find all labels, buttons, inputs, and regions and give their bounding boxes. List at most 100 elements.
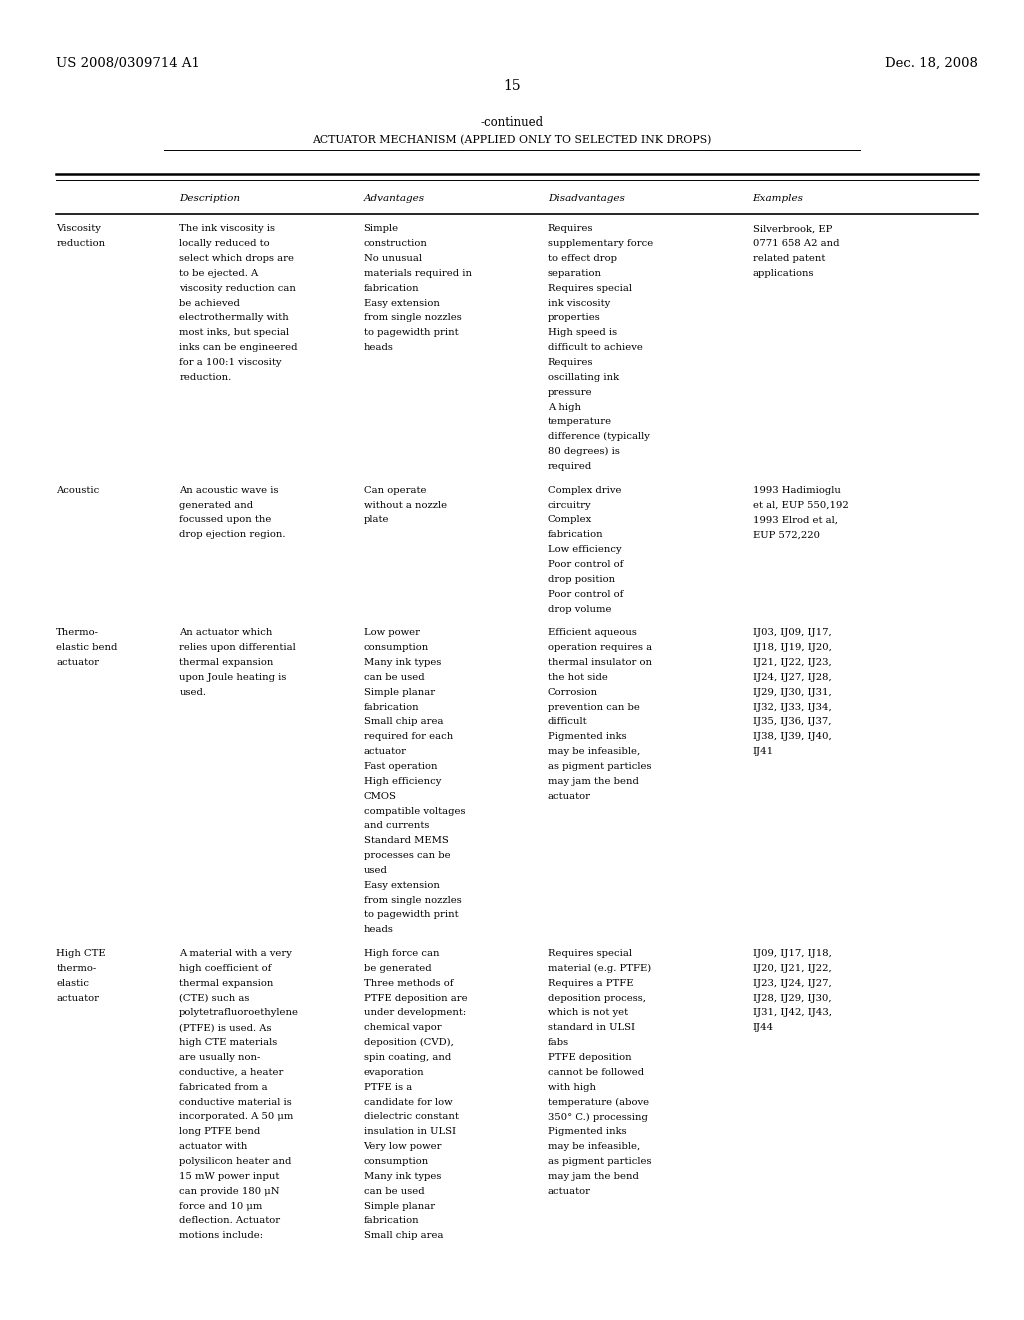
Text: used.: used. xyxy=(179,688,206,697)
Text: thermal insulator on: thermal insulator on xyxy=(548,659,652,667)
Text: EUP 572,220: EUP 572,220 xyxy=(753,531,819,540)
Text: from single nozzles: from single nozzles xyxy=(364,313,461,322)
Text: Complex: Complex xyxy=(548,516,592,524)
Text: are usually non-: are usually non- xyxy=(179,1053,260,1063)
Text: related patent: related patent xyxy=(753,253,825,263)
Text: fabrication: fabrication xyxy=(364,1217,419,1225)
Text: from single nozzles: from single nozzles xyxy=(364,895,461,904)
Text: actuator with: actuator with xyxy=(179,1142,248,1151)
Text: materials required in: materials required in xyxy=(364,269,471,279)
Text: elastic: elastic xyxy=(56,979,89,987)
Text: upon Joule heating is: upon Joule heating is xyxy=(179,673,287,682)
Text: 80 degrees) is: 80 degrees) is xyxy=(548,447,620,457)
Text: consumption: consumption xyxy=(364,643,429,652)
Text: Low power: Low power xyxy=(364,628,420,638)
Text: be achieved: be achieved xyxy=(179,298,240,308)
Text: Poor control of: Poor control of xyxy=(548,590,624,599)
Text: difficult to achieve: difficult to achieve xyxy=(548,343,643,352)
Text: may be infeasible,: may be infeasible, xyxy=(548,1142,640,1151)
Text: thermal expansion: thermal expansion xyxy=(179,659,273,667)
Text: deflection. Actuator: deflection. Actuator xyxy=(179,1217,281,1225)
Text: to be ejected. A: to be ejected. A xyxy=(179,269,258,279)
Text: fabs: fabs xyxy=(548,1039,569,1047)
Text: applications: applications xyxy=(753,269,814,279)
Text: (PTFE) is used. As: (PTFE) is used. As xyxy=(179,1023,271,1032)
Text: dielectric constant: dielectric constant xyxy=(364,1113,459,1122)
Text: 0771 658 A2 and: 0771 658 A2 and xyxy=(753,239,839,248)
Text: Corrosion: Corrosion xyxy=(548,688,598,697)
Text: Small chip area: Small chip area xyxy=(364,1232,443,1241)
Text: Description: Description xyxy=(179,194,241,203)
Text: high CTE materials: high CTE materials xyxy=(179,1039,278,1047)
Text: Low efficiency: Low efficiency xyxy=(548,545,622,554)
Text: chemical vapor: chemical vapor xyxy=(364,1023,441,1032)
Text: Many ink types: Many ink types xyxy=(364,1172,441,1181)
Text: Easy extension: Easy extension xyxy=(364,298,439,308)
Text: motions include:: motions include: xyxy=(179,1232,263,1241)
Text: Viscosity: Viscosity xyxy=(56,224,101,234)
Text: High speed is: High speed is xyxy=(548,329,617,338)
Text: CMOS: CMOS xyxy=(364,792,396,801)
Text: with high: with high xyxy=(548,1082,596,1092)
Text: prevention can be: prevention can be xyxy=(548,702,640,711)
Text: et al, EUP 550,192: et al, EUP 550,192 xyxy=(753,500,849,510)
Text: drop position: drop position xyxy=(548,576,615,583)
Text: IJ09, IJ17, IJ18,: IJ09, IJ17, IJ18, xyxy=(753,949,831,958)
Text: IJ20, IJ21, IJ22,: IJ20, IJ21, IJ22, xyxy=(753,964,831,973)
Text: for a 100:1 viscosity: for a 100:1 viscosity xyxy=(179,358,282,367)
Text: electrothermally with: electrothermally with xyxy=(179,313,289,322)
Text: inks can be engineered: inks can be engineered xyxy=(179,343,298,352)
Text: temperature: temperature xyxy=(548,417,612,426)
Text: actuator: actuator xyxy=(56,659,99,667)
Text: incorporated. A 50 μm: incorporated. A 50 μm xyxy=(179,1113,294,1122)
Text: Disadvantages: Disadvantages xyxy=(548,194,625,203)
Text: operation requires a: operation requires a xyxy=(548,643,652,652)
Text: Standard MEMS: Standard MEMS xyxy=(364,836,449,845)
Text: IJ29, IJ30, IJ31,: IJ29, IJ30, IJ31, xyxy=(753,688,831,697)
Text: locally reduced to: locally reduced to xyxy=(179,239,270,248)
Text: most inks, but special: most inks, but special xyxy=(179,329,290,338)
Text: as pigment particles: as pigment particles xyxy=(548,762,651,771)
Text: separation: separation xyxy=(548,269,602,279)
Text: Poor control of: Poor control of xyxy=(548,560,624,569)
Text: candidate for low: candidate for low xyxy=(364,1098,453,1106)
Text: polytetrafluoroethylene: polytetrafluoroethylene xyxy=(179,1008,299,1018)
Text: high coefficient of: high coefficient of xyxy=(179,964,271,973)
Text: PTFE deposition are: PTFE deposition are xyxy=(364,994,467,1003)
Text: Advantages: Advantages xyxy=(364,194,425,203)
Text: thermo-: thermo- xyxy=(56,964,96,973)
Text: IJ18, IJ19, IJ20,: IJ18, IJ19, IJ20, xyxy=(753,643,831,652)
Text: IJ23, IJ24, IJ27,: IJ23, IJ24, IJ27, xyxy=(753,979,831,987)
Text: 15: 15 xyxy=(503,79,521,94)
Text: circuitry: circuitry xyxy=(548,500,592,510)
Text: Pigmented inks: Pigmented inks xyxy=(548,1127,627,1137)
Text: used: used xyxy=(364,866,387,875)
Text: PTFE deposition: PTFE deposition xyxy=(548,1053,632,1063)
Text: required: required xyxy=(548,462,592,471)
Text: oscillating ink: oscillating ink xyxy=(548,372,618,381)
Text: (CTE) such as: (CTE) such as xyxy=(179,994,250,1003)
Text: spin coating, and: spin coating, and xyxy=(364,1053,451,1063)
Text: IJ41: IJ41 xyxy=(753,747,774,756)
Text: long PTFE bend: long PTFE bend xyxy=(179,1127,260,1137)
Text: IJ28, IJ29, IJ30,: IJ28, IJ29, IJ30, xyxy=(753,994,831,1003)
Text: High force can: High force can xyxy=(364,949,439,958)
Text: and currents: and currents xyxy=(364,821,429,830)
Text: the hot side: the hot side xyxy=(548,673,607,682)
Text: deposition (CVD),: deposition (CVD), xyxy=(364,1039,454,1047)
Text: Complex drive: Complex drive xyxy=(548,486,622,495)
Text: Efficient aqueous: Efficient aqueous xyxy=(548,628,637,638)
Text: IJ44: IJ44 xyxy=(753,1023,774,1032)
Text: Silverbrook, EP: Silverbrook, EP xyxy=(753,224,833,234)
Text: High efficiency: High efficiency xyxy=(364,776,441,785)
Text: to effect drop: to effect drop xyxy=(548,253,616,263)
Text: drop volume: drop volume xyxy=(548,605,611,614)
Text: force and 10 μm: force and 10 μm xyxy=(179,1201,262,1210)
Text: can be used: can be used xyxy=(364,673,424,682)
Text: Three methods of: Three methods of xyxy=(364,979,453,987)
Text: Pigmented inks: Pigmented inks xyxy=(548,733,627,742)
Text: 15 mW power input: 15 mW power input xyxy=(179,1172,280,1181)
Text: to pagewidth print: to pagewidth print xyxy=(364,329,458,338)
Text: actuator: actuator xyxy=(364,747,407,756)
Text: Requires: Requires xyxy=(548,224,593,234)
